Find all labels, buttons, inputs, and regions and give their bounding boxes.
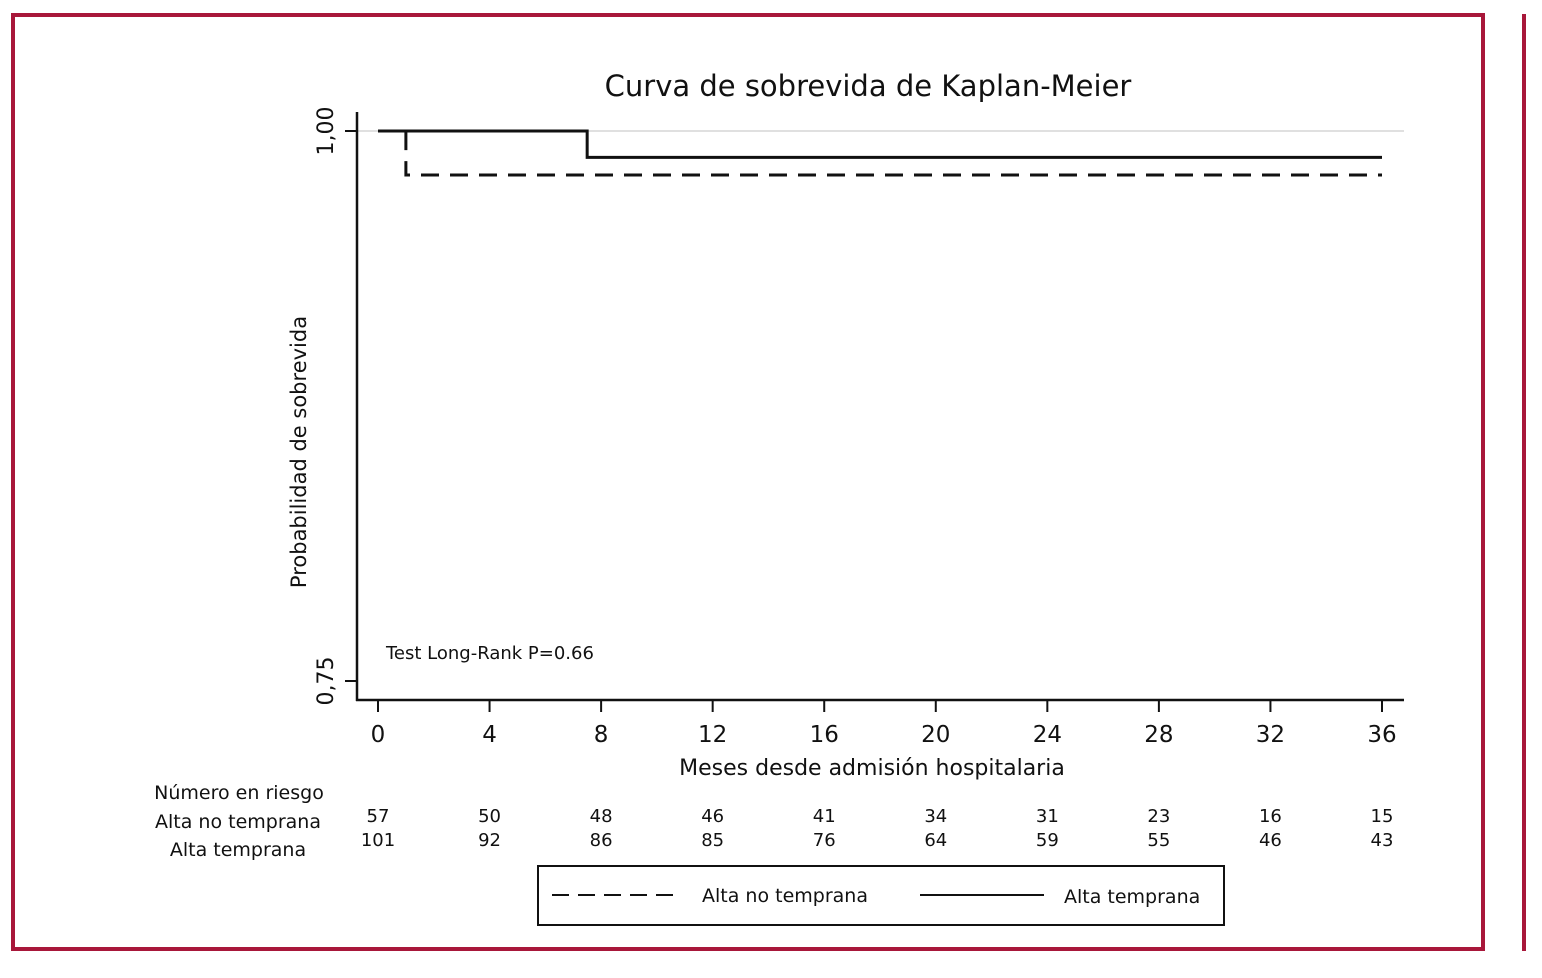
x-tick-label: 8 xyxy=(594,722,609,748)
risk-value: 59 xyxy=(1036,830,1059,851)
risk-value: 43 xyxy=(1371,830,1394,851)
x-tick-label: 28 xyxy=(1144,722,1173,748)
curve-alta-no-temprana xyxy=(378,129,1382,177)
x-tick-label: 32 xyxy=(1256,722,1285,748)
risk-value: 76 xyxy=(813,830,836,851)
chart-title: Curva de sobrevida de Kaplan-Meier xyxy=(605,69,1132,103)
risk-value: 31 xyxy=(1036,806,1059,827)
x-tick-label: 24 xyxy=(1033,722,1062,748)
x-tick-label: 36 xyxy=(1367,722,1396,748)
risk-value: 34 xyxy=(924,806,947,827)
curve-alta-temprana xyxy=(378,129,1382,159)
risk-value: 57 xyxy=(367,806,390,827)
legend-label-alta-no-temprana: Alta no temprana xyxy=(702,885,868,907)
risk-value: 46 xyxy=(701,806,724,827)
risk-row-label: Alta temprana xyxy=(170,839,306,861)
risk-value: 86 xyxy=(590,830,613,851)
risk-table-header: Número en riesgo xyxy=(154,782,324,804)
risk-value: 15 xyxy=(1371,806,1394,827)
risk-value: 92 xyxy=(478,830,501,851)
risk-value: 101 xyxy=(361,830,395,851)
risk-value: 55 xyxy=(1147,830,1170,851)
risk-value: 46 xyxy=(1259,830,1282,851)
y-tick-label: 0,75 xyxy=(314,657,339,706)
x-tick-label: 20 xyxy=(921,722,950,748)
y-tick-label: 1,00 xyxy=(314,107,339,156)
side-rule xyxy=(1522,14,1526,951)
x-tick-label: 16 xyxy=(810,722,839,748)
outer-frame xyxy=(11,13,1485,951)
x-tick-label: 12 xyxy=(698,722,727,748)
x-axis-label: Meses desde admisión hospitalaria xyxy=(679,756,1065,781)
risk-value: 23 xyxy=(1147,806,1170,827)
risk-value: 41 xyxy=(813,806,836,827)
risk-value: 50 xyxy=(478,806,501,827)
x-tick-label: 4 xyxy=(482,722,497,748)
y-axis-label: Probabilidad de sobrevida xyxy=(287,316,311,588)
risk-value: 48 xyxy=(590,806,613,827)
risk-value: 85 xyxy=(701,830,724,851)
x-tick-label: 0 xyxy=(371,722,386,748)
risk-value: 64 xyxy=(924,830,947,851)
legend-label-alta-temprana: Alta temprana xyxy=(1064,886,1200,908)
risk-row-label: Alta no temprana xyxy=(155,811,321,833)
logrank-annotation: Test Long-Rank P=0.66 xyxy=(385,643,594,664)
risk-value: 16 xyxy=(1259,806,1282,827)
legend-box xyxy=(537,865,1225,926)
